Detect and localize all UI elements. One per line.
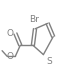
Text: O: O xyxy=(6,52,13,61)
Text: S: S xyxy=(46,57,52,66)
Text: O: O xyxy=(6,29,13,38)
Text: Br: Br xyxy=(29,15,39,24)
